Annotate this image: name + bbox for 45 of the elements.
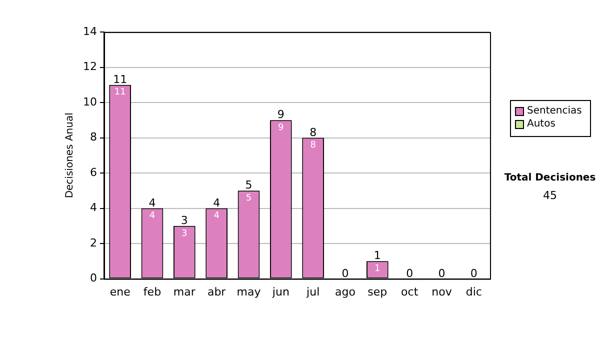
data-label: 1: [374, 264, 380, 274]
y-tick-label: 0: [90, 272, 97, 285]
legend-label: Sentencias: [527, 106, 582, 117]
x-tick-label: dic: [466, 285, 482, 298]
total-label: 3: [180, 214, 188, 227]
x-tick-label: oct: [401, 285, 419, 298]
y-tick-label: 4: [90, 201, 97, 214]
legend-label: Autos: [527, 118, 556, 130]
y-tick-label: 14: [82, 24, 97, 38]
total-label: 4: [213, 196, 220, 210]
total-label: 11: [113, 72, 128, 86]
total-label: 5: [245, 178, 252, 192]
total-label: 1: [374, 249, 381, 262]
data-label: 3: [182, 228, 188, 239]
total-label: 9: [277, 108, 284, 122]
data-label: 11: [114, 88, 126, 98]
data-label: 9: [278, 122, 284, 133]
x-tick-label: sep: [368, 285, 388, 298]
x-tick-label: abr: [207, 285, 226, 298]
total-label: 4: [148, 196, 156, 210]
data-label: 8: [310, 140, 316, 151]
text: 45: [543, 188, 557, 202]
total-label: 8: [310, 126, 317, 139]
text: Total Decisiones: [504, 172, 596, 184]
total-label: 0: [406, 266, 414, 280]
data-label: 4: [149, 211, 156, 222]
y-tick-label: 8: [90, 130, 97, 144]
x-tick-label: jun: [271, 285, 290, 298]
y-axis-title: Decisiones Anual: [64, 112, 76, 198]
total-label: 0: [438, 266, 446, 280]
x-tick-label: jul: [306, 285, 320, 298]
y-tick-label: 2: [90, 236, 97, 250]
data-label: 4: [214, 211, 220, 222]
y-tick-label: 6: [90, 166, 97, 179]
x-tick-label: nov: [432, 285, 452, 298]
x-tick-label: ene: [110, 285, 131, 298]
data-label: 5: [246, 194, 252, 204]
x-tick-label: mar: [173, 285, 196, 298]
x-tick-label: feb: [143, 285, 162, 298]
total-label: 0: [342, 266, 349, 280]
x-tick-label: ago: [335, 285, 356, 298]
total-label: 0: [470, 266, 478, 280]
x-tick-label: may: [236, 285, 262, 298]
y-tick-label: 12: [82, 60, 97, 74]
y-tick-label: 10: [82, 95, 97, 108]
